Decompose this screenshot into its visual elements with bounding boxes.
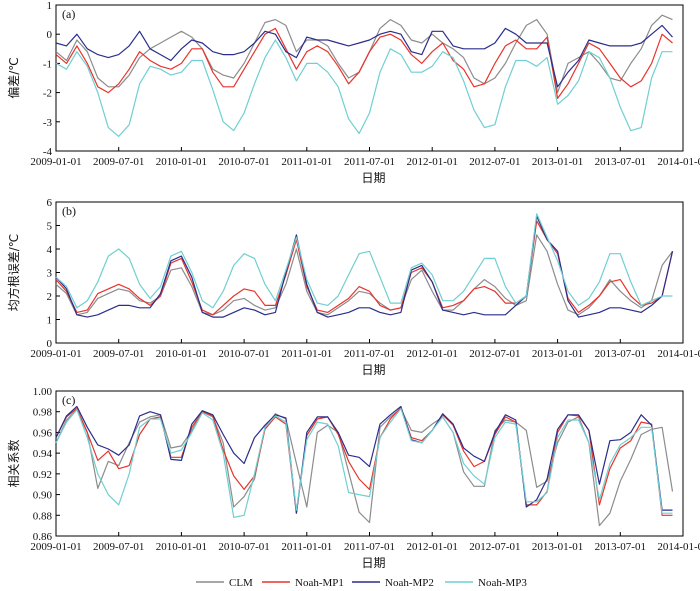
legend-label: CLM xyxy=(229,577,253,589)
series-line-noah-mp1 xyxy=(55,27,673,100)
x-tick-label: 2011-07-01 xyxy=(344,541,395,553)
y-tick-label: 0.86 xyxy=(33,531,53,543)
x-tick-label: 2013-07-01 xyxy=(595,156,646,168)
x-axis: 2009-01-01 2009-07-01 2010-01-01 2010-07-01… xyxy=(30,339,700,360)
x-tick-label: 2012-07-01 xyxy=(469,348,520,360)
panel-label: (b) xyxy=(62,204,76,218)
y-tick-label: -4 xyxy=(43,146,53,158)
x-tick-label: 2009-01-01 xyxy=(30,156,81,168)
y-tick-label: 1.00 xyxy=(33,386,53,398)
y-tick-label: -1 xyxy=(43,58,52,70)
x-tick-label: 2011-01-01 xyxy=(281,156,332,168)
x-tick-label: 2010-07-01 xyxy=(218,541,269,553)
y-tick-label: 0 xyxy=(47,338,53,350)
x-tick-label: 2010-01-01 xyxy=(156,348,207,360)
plot-frame xyxy=(55,390,684,537)
x-tick-label: 2011-01-01 xyxy=(281,541,332,553)
y-axis-label: 均方根误差/℃ xyxy=(6,234,21,312)
plot-frame xyxy=(55,4,684,152)
x-tick-label: 2010-01-01 xyxy=(156,156,207,168)
series-line-noah-mp3 xyxy=(55,39,673,137)
y-tick-label: 3 xyxy=(47,268,53,280)
x-tick-label: 2009-07-01 xyxy=(93,348,144,360)
y-tick-label: 0.96 xyxy=(33,427,53,439)
series-line-noah-mp2 xyxy=(55,24,673,88)
x-tick-label: 2013-01-01 xyxy=(532,348,583,360)
y-tick-label: 6 xyxy=(47,197,53,209)
y-tick-label: 0.88 xyxy=(33,510,53,522)
x-tick-label: 2010-07-01 xyxy=(218,348,269,360)
x-tick-label: 2014-01-01 xyxy=(657,156,700,168)
y-axis: 0.86 0.88 0.90 0.92 0.94 0.96 0.98 1.00 xyxy=(33,386,60,543)
x-tick-label: 2009-07-01 xyxy=(93,156,144,168)
x-tick-label: 2013-07-01 xyxy=(595,348,646,360)
y-tick-label: 0.90 xyxy=(33,490,53,502)
y-tick-label: 0 xyxy=(47,29,53,41)
panel-label: (a) xyxy=(62,7,75,21)
x-tick-label: 2009-01-01 xyxy=(30,541,81,553)
x-tick-label: 2009-07-01 xyxy=(93,541,144,553)
x-tick-label: 2013-01-01 xyxy=(532,541,583,553)
x-tick-label: 2014-01-01 xyxy=(657,348,700,360)
series-line-clm xyxy=(55,408,674,527)
y-tick-label: -2 xyxy=(43,88,52,100)
y-tick-label: 0.92 xyxy=(33,469,52,481)
x-tick-label: 2011-01-01 xyxy=(281,348,332,360)
x-tick-label: 2012-07-01 xyxy=(469,156,520,168)
x-axis-label: 日期 xyxy=(361,556,385,570)
y-tick-label: 2 xyxy=(47,291,53,303)
y-tick-label: 0.98 xyxy=(33,407,53,419)
x-tick-label: 2011-07-01 xyxy=(344,348,395,360)
x-tick-label: 2011-07-01 xyxy=(344,156,395,168)
x-tick-label: 2010-07-01 xyxy=(218,156,269,168)
x-axis: 2009-01-01 2009-07-01 2010-01-01 2010-07-01… xyxy=(30,147,700,168)
y-tick-label: 4 xyxy=(47,244,53,256)
plot-frame xyxy=(55,201,684,344)
legend-label: Noah-MP2 xyxy=(385,577,434,589)
chart-panel-1: -4 -3 -2 -1 0 1 2009-01-01 2009-07-01 2010-01-01… xyxy=(6,0,700,185)
x-tick-label: 2012-07-01 xyxy=(469,541,520,553)
panel-label: (c) xyxy=(62,393,75,407)
y-tick-label: 0.94 xyxy=(33,448,53,460)
series-line-clm xyxy=(55,14,673,94)
y-axis: 0 1 2 3 4 5 6 xyxy=(47,197,60,350)
x-axis-label: 日期 xyxy=(361,171,385,185)
x-tick-label: 2010-01-01 xyxy=(156,541,207,553)
legend: CLM Noah-MP1 Noah-MP2 Noah-MP3 xyxy=(196,577,527,589)
x-tick-label: 2014-01-01 xyxy=(657,541,700,553)
chart-panel-2: 0 1 2 3 4 5 6 2009-01-01 2009-07-01 2010-01-01 201… xyxy=(6,197,700,377)
chart-panel-3: 0.86 0.88 0.90 0.92 0.94 0.96 0.98 1.00 2009-01-… xyxy=(6,386,700,570)
y-axis: -4 -3 -2 -1 0 1 xyxy=(43,0,60,158)
x-tick-label: 2013-01-01 xyxy=(532,156,583,168)
y-tick-label: 1 xyxy=(47,0,53,12)
legend-label: Noah-MP3 xyxy=(478,577,527,589)
series-line-clm xyxy=(55,234,673,316)
y-tick-label: 1 xyxy=(47,315,53,327)
y-axis-label: 相关系数 xyxy=(6,439,21,487)
series-line-noah-mp1 xyxy=(55,220,674,316)
y-tick-label: -3 xyxy=(43,117,53,129)
x-tick-label: 2012-01-01 xyxy=(407,348,458,360)
series-line-noah-mp3 xyxy=(55,408,673,519)
series-line-noah-mp2 xyxy=(55,405,673,514)
x-tick-label: 2009-01-01 xyxy=(30,348,81,360)
series-line-noah-mp2 xyxy=(55,215,674,318)
legend-label: Noah-MP1 xyxy=(295,577,344,589)
x-tick-label: 2012-01-01 xyxy=(407,156,458,168)
x-axis-label: 日期 xyxy=(361,363,385,377)
x-tick-label: 2012-01-01 xyxy=(407,541,458,553)
x-axis: 2009-01-01 2009-07-01 2010-01-01 2010-07-01… xyxy=(30,532,700,553)
x-tick-label: 2013-07-01 xyxy=(595,541,646,553)
y-tick-label: 5 xyxy=(47,221,53,233)
series-line-noah-mp3 xyxy=(55,213,673,309)
y-axis-label: 偏差/℃ xyxy=(6,57,21,99)
